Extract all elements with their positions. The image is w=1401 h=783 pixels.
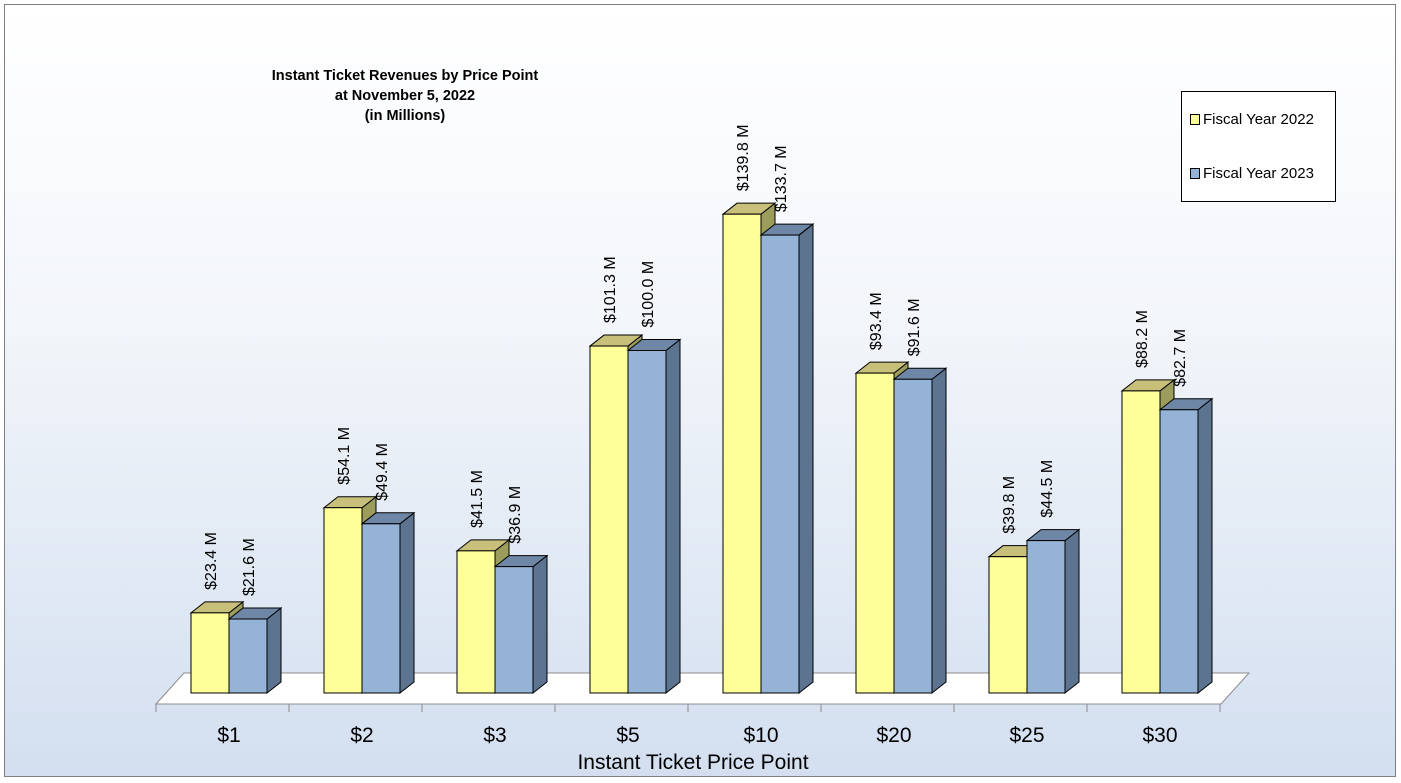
bar-s1-20 xyxy=(855,372,895,694)
legend-item-fy2022: Fiscal Year 2022 xyxy=(1190,110,1314,128)
chart-frame: Instant Ticket Revenues by Price Point a… xyxy=(4,4,1396,777)
data-label-s1-2: $54.1 M xyxy=(336,427,353,485)
data-label-s1-30: $88.2 M xyxy=(1134,310,1151,368)
bar-s2-20 xyxy=(893,378,933,694)
chart-plot: $23.4 M $21.6 M $1 $54.1 M $49.4 M $2 $41.5 M $… xyxy=(154,124,1251,774)
data-label-s2-25: $44.5 M xyxy=(1039,460,1056,518)
chart-title-line-1: Instant Ticket Revenues by Price Point xyxy=(271,68,539,84)
x-tick-label-20: $20 xyxy=(876,724,911,747)
x-tick-label-25: $25 xyxy=(1009,724,1044,747)
x-tick-label-10: $10 xyxy=(743,724,778,747)
data-label-s2-10: $133.7 M xyxy=(773,145,790,212)
x-tick-label-1: $1 xyxy=(217,724,240,747)
bar-side-s2-5 xyxy=(665,338,681,695)
data-label-s1-5: $101.3 M xyxy=(602,256,619,323)
legend-label-fy2022: Fiscal Year 2022 xyxy=(1203,110,1314,128)
bar-s1-2 xyxy=(323,507,363,694)
data-label-s2-2: $49.4 M xyxy=(374,443,391,501)
bar-s2-1 xyxy=(228,618,268,694)
bar-side-s2-10 xyxy=(798,223,814,695)
bar-s1-5 xyxy=(589,345,629,694)
bar-s2-30 xyxy=(1159,409,1199,694)
data-label-s2-20: $91.6 M xyxy=(906,298,923,356)
legend: Fiscal Year 2022 Fiscal Year 2023 xyxy=(1181,91,1336,202)
bar-s1-3 xyxy=(456,550,496,694)
bar-side-s2-30 xyxy=(1197,397,1213,695)
data-label-s2-5: $100.0 M xyxy=(640,261,657,328)
floor-plane xyxy=(154,672,1251,705)
chart-title-line-3: (in Millions) xyxy=(364,108,446,124)
bar-s1-1 xyxy=(190,612,230,694)
bar-side-s2-2 xyxy=(399,511,415,695)
legend-swatch-fy2023 xyxy=(1190,167,1200,179)
bar-side-s2-20 xyxy=(931,367,947,695)
bar-s1-10 xyxy=(722,213,762,694)
legend-item-fy2023: Fiscal Year 2023 xyxy=(1190,164,1314,182)
data-label-s2-3: $36.9 M xyxy=(507,486,524,544)
bar-s2-25 xyxy=(1026,540,1066,694)
bar-s2-5 xyxy=(627,350,667,694)
legend-label-fy2023: Fiscal Year 2023 xyxy=(1203,164,1314,182)
data-label-s2-1: $21.6 M xyxy=(241,538,258,596)
bar-side-s2-1 xyxy=(266,606,282,695)
legend-swatch-fy2022 xyxy=(1190,113,1200,125)
data-label-s1-1: $23.4 M xyxy=(203,532,220,590)
data-label-s1-20: $93.4 M xyxy=(868,292,885,350)
data-label-s1-10: $139.8 M xyxy=(735,124,752,191)
bar-side-s2-3 xyxy=(532,554,548,695)
bar-s2-10 xyxy=(760,234,800,694)
data-label-s1-3: $41.5 M xyxy=(469,470,486,528)
data-label-s2-30: $82.7 M xyxy=(1172,329,1189,387)
bar-s2-3 xyxy=(494,566,534,694)
x-tick-label-2: $2 xyxy=(350,724,373,747)
data-label-s1-25: $39.8 M xyxy=(1001,476,1018,534)
x-tick-label-5: $5 xyxy=(616,724,639,747)
chart-title-line-2: at November 5, 2022 xyxy=(334,88,476,104)
x-axis-title: Instant Ticket Price Point xyxy=(577,751,808,774)
bar-side-s2-25 xyxy=(1064,528,1080,695)
bar-s1-30 xyxy=(1121,390,1161,694)
x-tick-label-30: $30 xyxy=(1142,724,1177,747)
bar-s1-25 xyxy=(988,556,1028,694)
x-tick-label-3: $3 xyxy=(483,724,506,747)
bar-s2-2 xyxy=(361,523,401,694)
